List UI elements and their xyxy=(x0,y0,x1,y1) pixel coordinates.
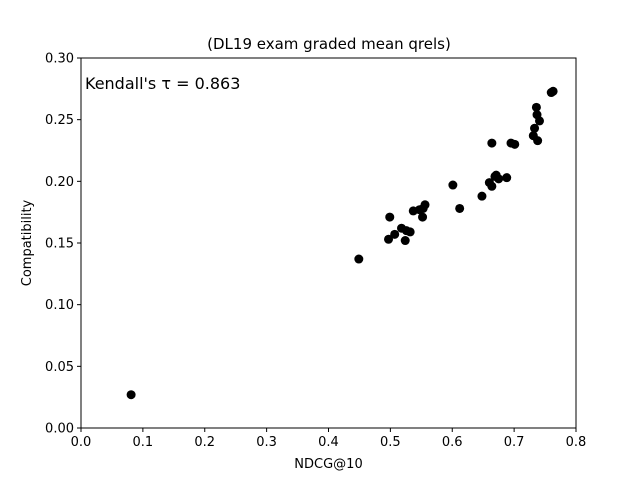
points-layer xyxy=(126,86,558,400)
data-point xyxy=(487,181,497,191)
x-tick-label: 0.1 xyxy=(133,435,154,450)
chart-title: (DL19 exam graded mean qrels) xyxy=(207,35,451,53)
data-point xyxy=(534,116,544,126)
data-point xyxy=(510,139,520,149)
data-point xyxy=(533,136,543,146)
y-tick-label: 0.20 xyxy=(45,175,74,190)
y-tick-label: 0.15 xyxy=(45,237,74,252)
data-point xyxy=(354,254,364,264)
data-point xyxy=(494,174,504,184)
data-point xyxy=(477,191,487,201)
x-tick-label: 0.4 xyxy=(318,435,339,450)
x-tick-label: 0.0 xyxy=(71,435,92,450)
y-tick-label: 0.10 xyxy=(45,298,74,313)
x-tick-label: 0.2 xyxy=(194,435,215,450)
y-tick-label: 0.25 xyxy=(45,113,74,128)
kendall-tau-annotation: Kendall's τ = 0.863 xyxy=(85,74,240,93)
data-point xyxy=(487,138,497,148)
data-point xyxy=(420,200,430,210)
x-axis: 0.0 0.1 0.2 0.3 0.4 0.5 0.6 0.7 0.8 xyxy=(71,428,587,450)
data-point xyxy=(548,86,558,96)
data-point xyxy=(502,173,512,183)
x-tick-label: 0.6 xyxy=(442,435,463,450)
data-point xyxy=(385,212,395,222)
data-point xyxy=(400,236,410,246)
x-tick-label: 0.3 xyxy=(256,435,277,450)
y-axis-label: Compatibility xyxy=(20,199,35,286)
x-tick-label: 0.7 xyxy=(504,435,525,450)
data-point xyxy=(405,227,415,237)
x-axis-label: NDCG@10 xyxy=(294,457,362,472)
data-point xyxy=(418,212,428,222)
data-point xyxy=(448,180,458,190)
data-point xyxy=(455,203,465,213)
y-axis: 0.00 0.05 0.10 0.15 0.20 0.25 0.30 xyxy=(45,52,81,437)
data-point xyxy=(126,390,136,400)
data-point xyxy=(530,123,540,133)
data-point xyxy=(390,229,400,239)
x-tick-label: 0.5 xyxy=(380,435,401,450)
data-point xyxy=(531,102,541,112)
x-tick-label: 0.8 xyxy=(566,435,587,450)
y-tick-label: 0.30 xyxy=(45,52,74,67)
y-tick-label: 0.00 xyxy=(45,422,74,437)
data-point xyxy=(384,234,394,244)
y-tick-label: 0.05 xyxy=(45,360,74,375)
